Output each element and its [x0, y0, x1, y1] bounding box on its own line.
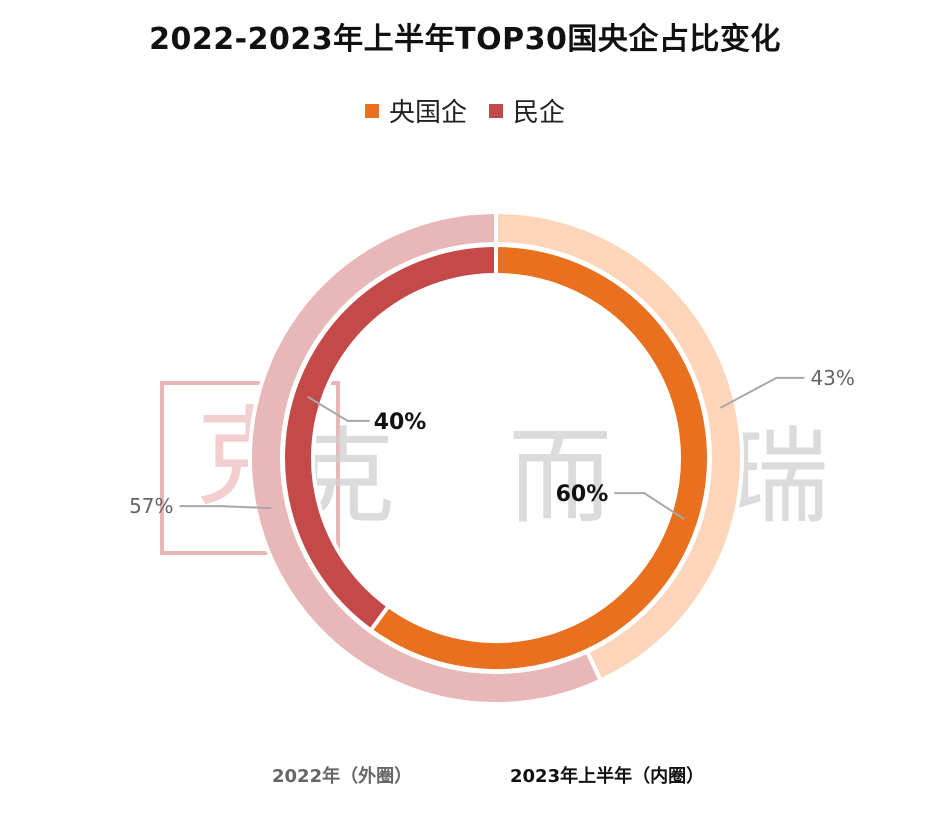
legend-swatch-soe [364, 103, 379, 118]
legend-item-soe: 央国企 [364, 92, 467, 129]
inner-leader-line-soe [614, 492, 685, 521]
chart-title: 2022-2023年上半年TOP30国央企占比变化 [149, 22, 781, 57]
inner-ring-slice-private [281, 242, 498, 634]
outer-leader-line-private [179, 505, 272, 510]
legend-label-private: 民企 [513, 98, 566, 128]
legend-label-soe: 央国企 [388, 98, 467, 128]
rings [248, 209, 744, 706]
caption-inner-ring: 2023年上半年（内圈） [510, 766, 705, 787]
legend-swatch-private [489, 103, 503, 118]
inner-data-label-soe: 60% [556, 482, 609, 507]
legend: 央国企 民企 [0, 92, 930, 129]
outer-data-label-soe: 43% [810, 366, 854, 390]
caption-outer-ring: 2022年（外圈） [272, 766, 413, 787]
outer-data-label-private: 57% [129, 494, 173, 518]
outer-leader-line-soe [719, 376, 805, 409]
labels: 43% 57% 60% 40% [129, 366, 855, 521]
inner-ring-slice-soe [368, 242, 711, 673]
inner-data-label-private: 40% [374, 410, 427, 435]
legend-item-private: 民企 [489, 92, 565, 129]
watermark-seal-border [160, 381, 340, 555]
inner-leader-line-private [307, 395, 370, 422]
